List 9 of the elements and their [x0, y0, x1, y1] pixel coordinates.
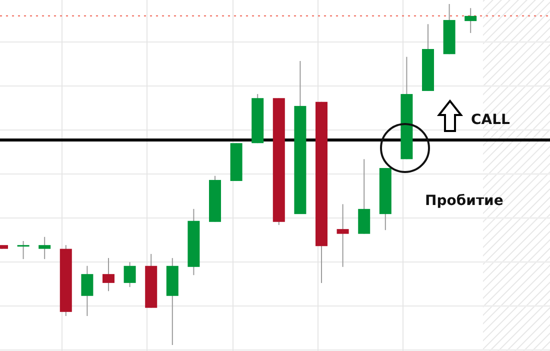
candlestick: [464, 8, 477, 34]
candlestick: [81, 265, 94, 317]
candlestick: [38, 236, 51, 260]
candlestick: [102, 258, 114, 292]
candlestick: [124, 262, 136, 288]
candlestick: [17, 240, 30, 260]
candlestick: [336, 204, 349, 268]
annotation: CALL: [471, 112, 510, 128]
annotation: Пробитие: [425, 193, 504, 209]
